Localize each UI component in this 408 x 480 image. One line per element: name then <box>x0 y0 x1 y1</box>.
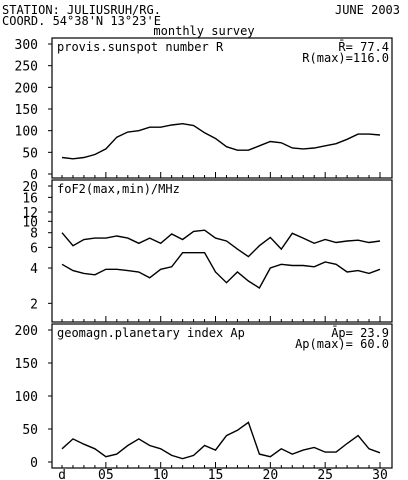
series-line-main <box>61 122 381 160</box>
series-line-min <box>61 251 381 289</box>
y-tick-label: 50 <box>22 146 38 161</box>
panel-frame <box>51 179 393 323</box>
y-tick-label: 50 <box>22 423 38 438</box>
y-tick-label: 200 <box>15 81 38 96</box>
x-tick-label: 15 <box>208 468 224 480</box>
x-tick-label: 30 <box>372 468 388 480</box>
panel-frame <box>51 37 393 179</box>
mean-label: R̄= 77.4 <box>338 40 389 54</box>
date-label: JUNE 2003 <box>334 3 400 17</box>
station-label: STATION: JULIUSRUH/RG. <box>2 3 161 17</box>
panel-title: provis.sunspot number R <box>57 40 224 54</box>
y-tick-label: 4 <box>30 262 38 277</box>
y-tick-label: 100 <box>15 390 38 405</box>
y-tick-label: 150 <box>15 103 38 118</box>
y-tick-label: 250 <box>15 60 38 75</box>
x-tick-label: 10 <box>153 468 169 480</box>
x-tick-label: 05 <box>98 468 114 480</box>
mean-label: Āp= 23.9 <box>331 326 389 340</box>
coordinates-label: COORD. 54°38'N 13°23'E <box>2 14 161 28</box>
x-tick-label: 25 <box>317 468 333 480</box>
max-label: Ap(max)= 60.0 <box>295 337 389 351</box>
panel-title: foF2(max,min)/MHz <box>57 182 180 196</box>
y-tick-label: 6 <box>30 241 38 256</box>
panel-title: geomagn.planetary index Ap <box>57 326 245 340</box>
x-tick-label: d <box>58 468 66 480</box>
y-tick-label: 0 <box>30 456 38 471</box>
y-tick-label: 2 <box>30 297 38 312</box>
y-tick-label: 300 <box>15 38 38 53</box>
y-tick-label: 8 <box>30 227 38 242</box>
x-tick-label: 20 <box>263 468 279 480</box>
y-tick-label: 200 <box>15 324 38 339</box>
y-tick-label: 10 <box>22 215 38 230</box>
y-tick-label: 0 <box>30 168 38 183</box>
y-tick-label: 20 <box>22 180 38 195</box>
y-tick-label: 16 <box>22 191 38 206</box>
series-line-max <box>61 229 381 258</box>
y-tick-label: 100 <box>15 125 38 140</box>
y-tick-label: 12 <box>22 206 38 221</box>
survey-label: monthly survey <box>153 24 255 38</box>
y-tick-label: 150 <box>15 357 38 372</box>
max-label: R(max)=116.0 <box>302 51 389 65</box>
series-line-main <box>61 421 381 460</box>
